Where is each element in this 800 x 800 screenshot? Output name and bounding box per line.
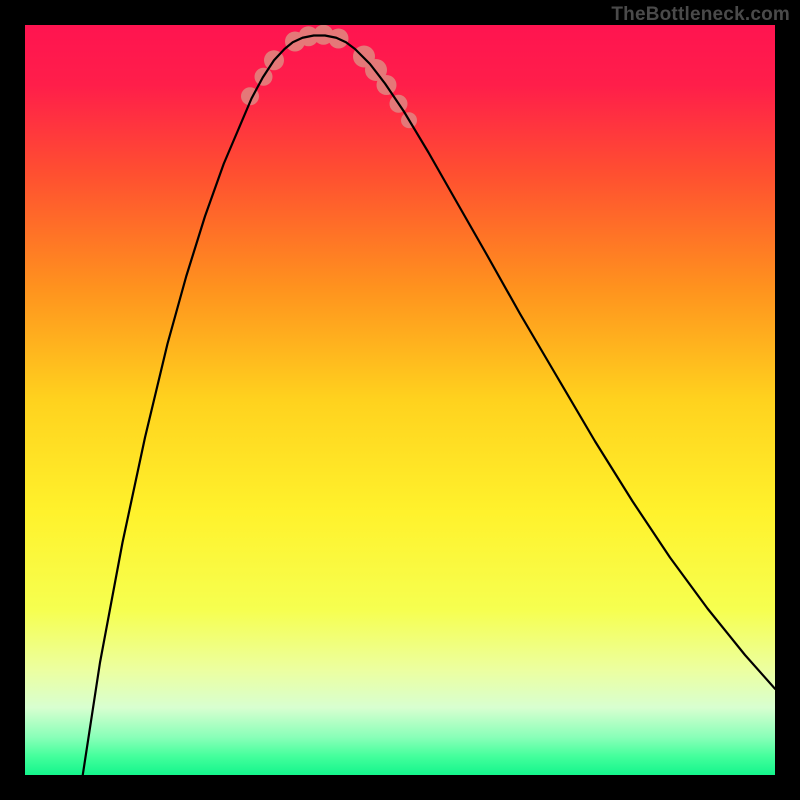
gradient-background xyxy=(25,25,775,775)
watermark-label: TheBottleneck.com xyxy=(611,4,790,26)
chart-frame: TheBottleneck.com xyxy=(0,0,800,800)
bottleneck-curve-chart xyxy=(25,25,775,775)
plot-area xyxy=(25,25,775,775)
